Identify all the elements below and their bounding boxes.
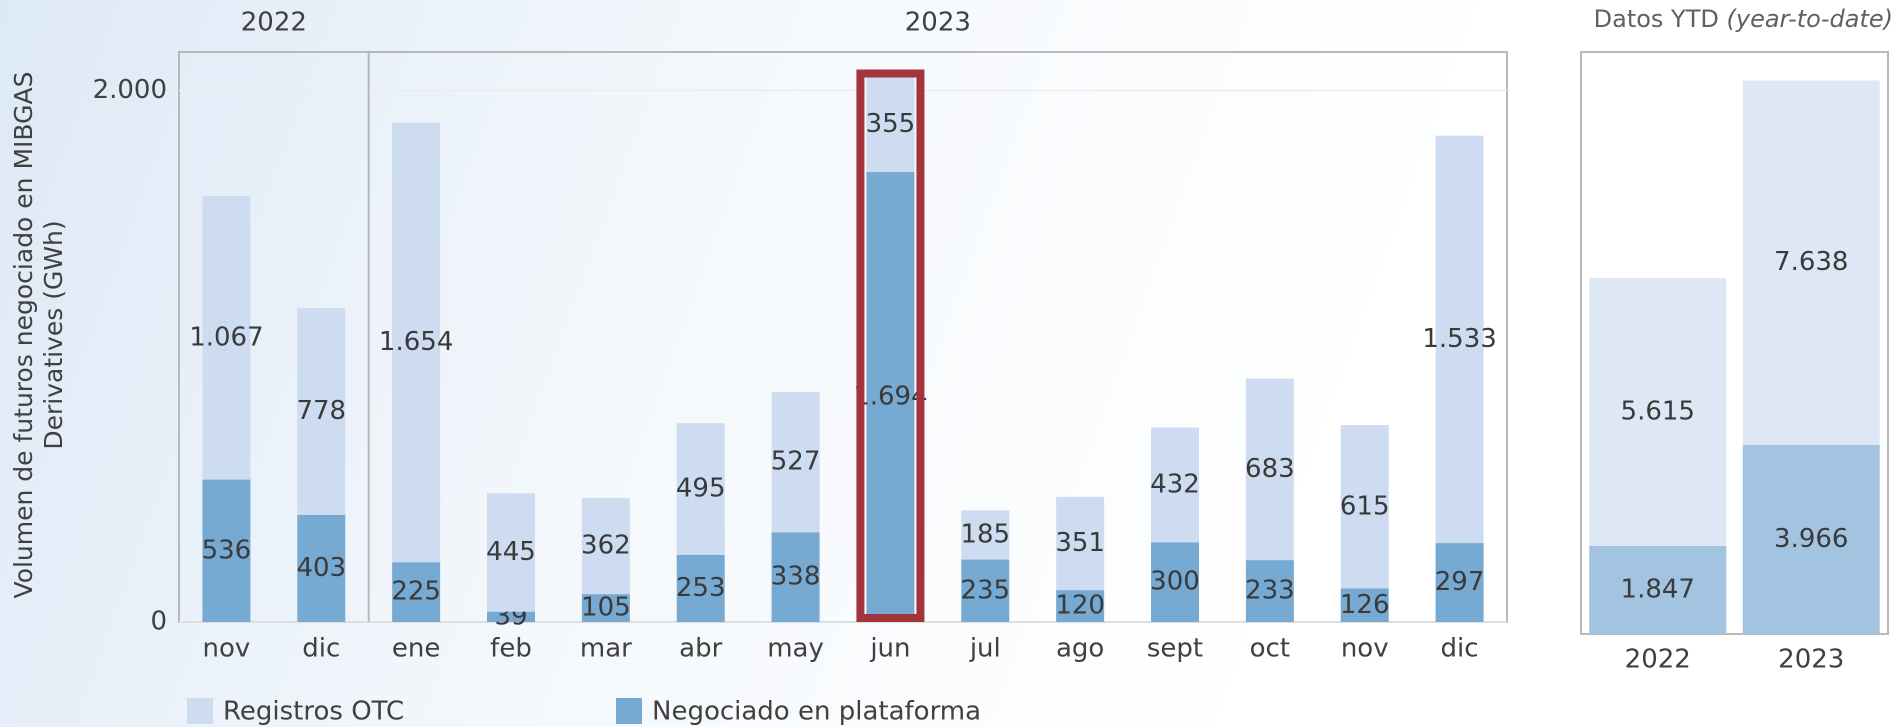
data-label: 120 [1055,591,1105,621]
data-label: 403 [296,553,346,583]
bar-segment [1589,545,1727,634]
bar-segment [866,171,915,622]
legend-label: Registros OTC [223,697,404,727]
legend-swatch [616,698,642,724]
bar-segment [1245,378,1294,561]
bar-segment [581,594,630,622]
bar-segment [676,554,725,622]
data-label: 355 [866,109,916,139]
data-label: 351 [1055,528,1105,558]
bar-segment [581,497,630,595]
legend-swatch [187,698,213,724]
bar-segment [866,77,915,172]
data-label: 495 [676,474,726,504]
highlight-box [856,69,925,622]
bar-segment [1245,560,1294,622]
data-label: 126 [1340,590,1390,620]
group-label: 2023 [905,8,971,38]
bar-segment [1340,588,1389,622]
data-label: 225 [391,577,441,607]
legend-label: Negociado en plataforma [652,697,981,727]
bar-segment [771,532,820,622]
bar-segment [676,423,725,555]
x-tick-label: nov [1341,634,1389,664]
x-tick-label: 2022 [1625,645,1691,675]
x-tick-label: may [767,634,824,664]
data-label: 1.533 [1422,324,1496,354]
bar-segment [1589,278,1727,546]
x-tick-label: feb [490,634,532,664]
data-label: 7.638 [1774,247,1848,277]
data-label: 527 [771,447,821,477]
bar-segment [487,493,535,612]
x-tick-label: abr [679,634,722,664]
x-tick-label: 2023 [1778,645,1844,675]
ytd-title-text: Datos YTD [1594,5,1719,33]
bar-segment [1742,444,1880,634]
data-label: 1.694 [853,381,927,411]
data-label: 778 [296,396,346,426]
bar-segment [487,611,535,622]
bar-segment [202,196,251,480]
x-tick-label: ago [1056,634,1104,664]
data-label: 615 [1340,491,1390,521]
x-tick-label: ene [392,634,440,664]
x-tick-label: dic [1441,634,1479,664]
x-tick-label: dic [302,634,340,664]
data-label: 432 [1150,469,1200,499]
data-label: 362 [581,531,631,561]
data-label: 235 [960,575,1010,605]
bar-segment [297,308,346,515]
bar-segment [202,479,251,622]
ytd-subtitle: (year-to-date) [1727,5,1894,33]
data-label: 253 [676,573,726,603]
data-label: 445 [486,537,536,567]
bar-segment [961,510,1010,560]
bar-segment [1340,425,1389,589]
x-tick-label: sept [1147,634,1203,664]
data-label: 185 [960,519,1010,549]
x-tick-label: jun [869,634,910,664]
x-tick-label: nov [203,634,251,664]
data-label: 233 [1245,576,1295,606]
data-label: 338 [771,562,821,592]
y-tick-label: 0 [150,607,167,637]
data-label: 5.615 [1621,396,1695,426]
bar-segment [1435,135,1484,544]
x-tick-label: mar [580,634,632,664]
bar-segment [1742,80,1880,445]
bar-segment [771,392,820,533]
bar-segment [297,514,346,622]
bar-segment [961,559,1010,622]
bar-segment [392,122,441,563]
bar-segment [1056,496,1105,591]
y-tick-label: 2.000 [93,75,167,105]
data-label: 1.067 [189,322,263,352]
data-label: 1.847 [1621,574,1695,604]
data-label: 300 [1150,567,1200,597]
data-label: 105 [581,593,631,623]
plot-frame [1580,51,1889,635]
data-label: 1.654 [379,327,453,357]
y-axis-title: Volumen de futuros negociado en MIBGASDe… [9,72,68,599]
bar-segment [1056,590,1105,622]
data-label: 536 [202,535,252,565]
bar-segment [392,562,441,622]
bar-segment [1151,427,1199,543]
bar-segment [1151,542,1199,622]
x-tick-label: oct [1250,634,1290,664]
bar-segment [1435,543,1484,622]
data-label: 297 [1435,567,1485,597]
y-axis-title-line: Derivatives (GWh) [39,220,68,449]
y-axis-title-line: Volumen de futuros negociado en MIBGAS [9,72,38,599]
x-tick-label: jul [969,634,1001,664]
ytd-title: Datos YTD (year-to-date) [1594,5,1893,33]
group-label: 2022 [241,8,307,38]
data-label: 683 [1245,454,1295,484]
data-label: 3.966 [1774,524,1848,554]
